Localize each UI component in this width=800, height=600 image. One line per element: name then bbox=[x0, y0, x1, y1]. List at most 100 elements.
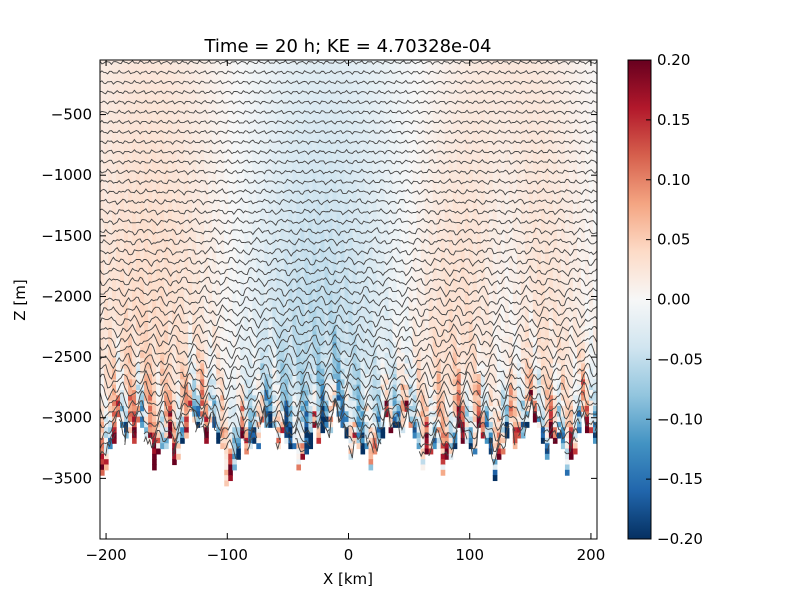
field-cell bbox=[248, 256, 253, 263]
field-cell bbox=[260, 86, 265, 93]
field-cell bbox=[264, 129, 269, 136]
field-cell bbox=[116, 251, 121, 258]
field-cell bbox=[128, 161, 133, 168]
field-cell bbox=[320, 256, 326, 263]
field-cell bbox=[156, 107, 161, 114]
field-cell bbox=[336, 65, 342, 72]
field-cell bbox=[220, 166, 225, 173]
field-cell bbox=[292, 272, 297, 279]
field-cell bbox=[120, 315, 125, 322]
field-cell bbox=[112, 65, 117, 72]
field-cell bbox=[232, 145, 237, 152]
field-cell bbox=[348, 278, 354, 285]
field-cell bbox=[236, 283, 241, 290]
field-cell bbox=[332, 86, 338, 93]
field-cell bbox=[120, 75, 125, 82]
field-cell bbox=[160, 374, 165, 380]
field-cell bbox=[320, 416, 326, 423]
field-cell bbox=[276, 427, 281, 434]
field-cell bbox=[156, 368, 161, 375]
field-cell bbox=[368, 432, 374, 439]
field-cell bbox=[104, 224, 109, 231]
field-cell bbox=[260, 91, 265, 98]
field-cell bbox=[180, 379, 185, 386]
field-cell bbox=[232, 384, 237, 391]
field-cell bbox=[376, 182, 382, 189]
field-cell bbox=[204, 342, 209, 348]
field-cell bbox=[276, 182, 281, 189]
field-cell bbox=[344, 193, 350, 199]
field-cell bbox=[292, 102, 297, 109]
field-cell bbox=[376, 97, 382, 104]
field-cell bbox=[352, 102, 358, 109]
field-cell bbox=[132, 331, 137, 338]
field-cell bbox=[168, 91, 173, 98]
field-cell bbox=[368, 155, 374, 162]
field-cell bbox=[196, 155, 201, 162]
field-cell bbox=[152, 256, 157, 263]
field-cell bbox=[252, 432, 257, 439]
field-cell bbox=[244, 320, 249, 327]
field-cell bbox=[372, 214, 378, 221]
field-cell bbox=[280, 182, 285, 189]
field-cell bbox=[296, 70, 302, 77]
field-cell bbox=[180, 75, 185, 82]
field-cell bbox=[232, 235, 237, 242]
field-cell bbox=[372, 86, 378, 93]
field-cell bbox=[332, 219, 338, 226]
field-cell bbox=[316, 432, 322, 439]
field-cell bbox=[212, 123, 217, 130]
field-cell bbox=[144, 155, 149, 162]
field-cell bbox=[220, 278, 225, 285]
field-cell bbox=[152, 358, 157, 364]
field-cell bbox=[232, 315, 237, 322]
field-cell bbox=[108, 70, 113, 77]
field-cell bbox=[288, 347, 293, 354]
field-cell bbox=[236, 230, 241, 237]
field-cell bbox=[224, 368, 229, 375]
field-cell bbox=[304, 230, 310, 237]
field-cell bbox=[112, 235, 117, 242]
field-cell bbox=[288, 405, 293, 412]
field-cell bbox=[164, 91, 169, 98]
field-cell bbox=[100, 81, 105, 88]
field-cell bbox=[300, 427, 306, 434]
field-cell bbox=[252, 326, 257, 333]
field-cell bbox=[368, 246, 374, 253]
field-cell bbox=[268, 294, 273, 301]
field-cell bbox=[336, 155, 342, 162]
field-cell bbox=[204, 86, 209, 93]
field-cell bbox=[176, 177, 181, 184]
field-cell bbox=[148, 161, 153, 168]
field-cell bbox=[228, 86, 233, 93]
field-cell bbox=[332, 161, 338, 168]
field-cell bbox=[272, 272, 277, 279]
field-cell bbox=[148, 113, 153, 120]
field-cell bbox=[336, 315, 342, 322]
field-cell bbox=[280, 299, 285, 306]
field-cell bbox=[152, 97, 157, 104]
field-cell bbox=[252, 358, 257, 364]
field-cell bbox=[116, 161, 121, 168]
field-cell bbox=[356, 224, 362, 231]
field-cell bbox=[112, 272, 117, 279]
field-cell bbox=[372, 171, 378, 178]
field-cell bbox=[108, 81, 113, 88]
field-cell bbox=[132, 198, 137, 205]
field-cell bbox=[324, 102, 330, 109]
field-cell bbox=[216, 235, 221, 242]
field-cell bbox=[288, 288, 293, 295]
field-cell bbox=[132, 97, 137, 104]
field-cell bbox=[280, 326, 285, 333]
field-cell bbox=[116, 134, 121, 141]
field-cell bbox=[140, 113, 145, 120]
field-cell bbox=[136, 161, 141, 168]
field-cell bbox=[340, 209, 346, 215]
field-cell bbox=[328, 65, 334, 72]
field-cell bbox=[168, 209, 173, 215]
field-cell bbox=[236, 421, 241, 428]
field-cell bbox=[108, 320, 113, 327]
field-cell bbox=[336, 352, 342, 359]
field-cell bbox=[344, 411, 350, 418]
field-cell bbox=[332, 155, 338, 162]
